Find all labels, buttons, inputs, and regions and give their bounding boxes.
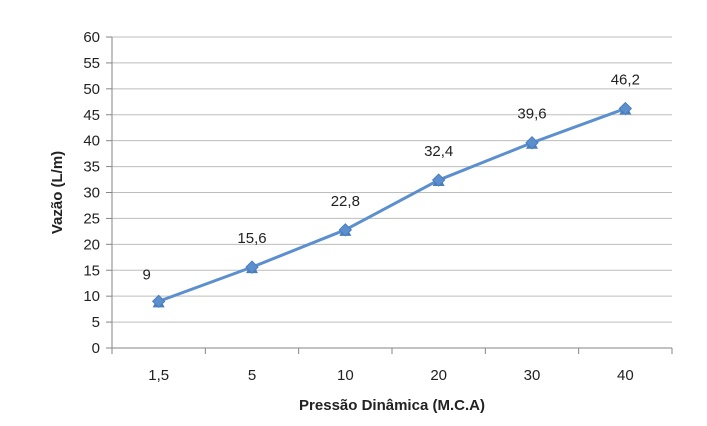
y-tick-label: 55: [83, 55, 100, 72]
x-tick-label: 20: [430, 367, 447, 384]
x-axis-title: Pressão Dinâmica (M.C.A): [299, 397, 485, 414]
series-line: [158, 107, 626, 303]
y-tick-labels: 0 5 10 15 20 25 30 35 40 45 50 55 60: [83, 29, 100, 357]
point-diamond: [338, 223, 353, 237]
gridlines: [112, 36, 672, 323]
series-vazao: [151, 101, 633, 309]
data-point: [151, 294, 166, 309]
x-tick-label: 30: [524, 367, 541, 384]
y-tick-label: 10: [83, 288, 100, 305]
point-diamond: [525, 136, 539, 150]
data-label: 32,4: [424, 143, 453, 160]
data-label: 9: [142, 266, 150, 283]
data-point: [618, 101, 633, 116]
y-tick-label: 35: [83, 159, 100, 176]
data-label: 22,8: [331, 193, 360, 210]
data-point: [338, 223, 353, 237]
y-tick-label: 5: [92, 314, 100, 331]
y-tick-label: 60: [83, 29, 100, 46]
y-tick-label: 25: [83, 210, 100, 227]
axes: [106, 36, 673, 354]
point-diamond: [431, 173, 446, 187]
data-point: [431, 173, 446, 187]
data-label: 39,6: [517, 106, 546, 123]
x-tick-labels: 1,5 5 10 20 30 40: [148, 367, 633, 384]
data-labels: 9 15,6 22,8 32,4 39,6 46,2: [142, 72, 639, 284]
point-diamond: [618, 101, 633, 116]
data-label: 46,2: [611, 72, 640, 89]
data-point: [525, 136, 539, 150]
y-tick-label: 40: [83, 133, 100, 150]
y-tick-label: 30: [83, 185, 100, 202]
y-axis-title: Vazão (L/m): [49, 151, 66, 234]
point-diamond: [151, 294, 166, 309]
y-tick-label: 20: [83, 236, 100, 253]
x-tick-label: 10: [337, 367, 354, 384]
y-tick-label: 45: [83, 107, 100, 124]
y-tick-label: 50: [83, 81, 100, 98]
data-label: 15,6: [237, 230, 266, 247]
y-tick-label: 15: [83, 262, 100, 279]
x-tick-label: 5: [248, 367, 256, 384]
x-tick-label: 1,5: [148, 367, 169, 384]
point-diamond: [245, 260, 259, 274]
x-tick-label: 40: [617, 367, 634, 384]
data-point: [245, 260, 259, 274]
y-tick-label: 0: [92, 340, 100, 357]
